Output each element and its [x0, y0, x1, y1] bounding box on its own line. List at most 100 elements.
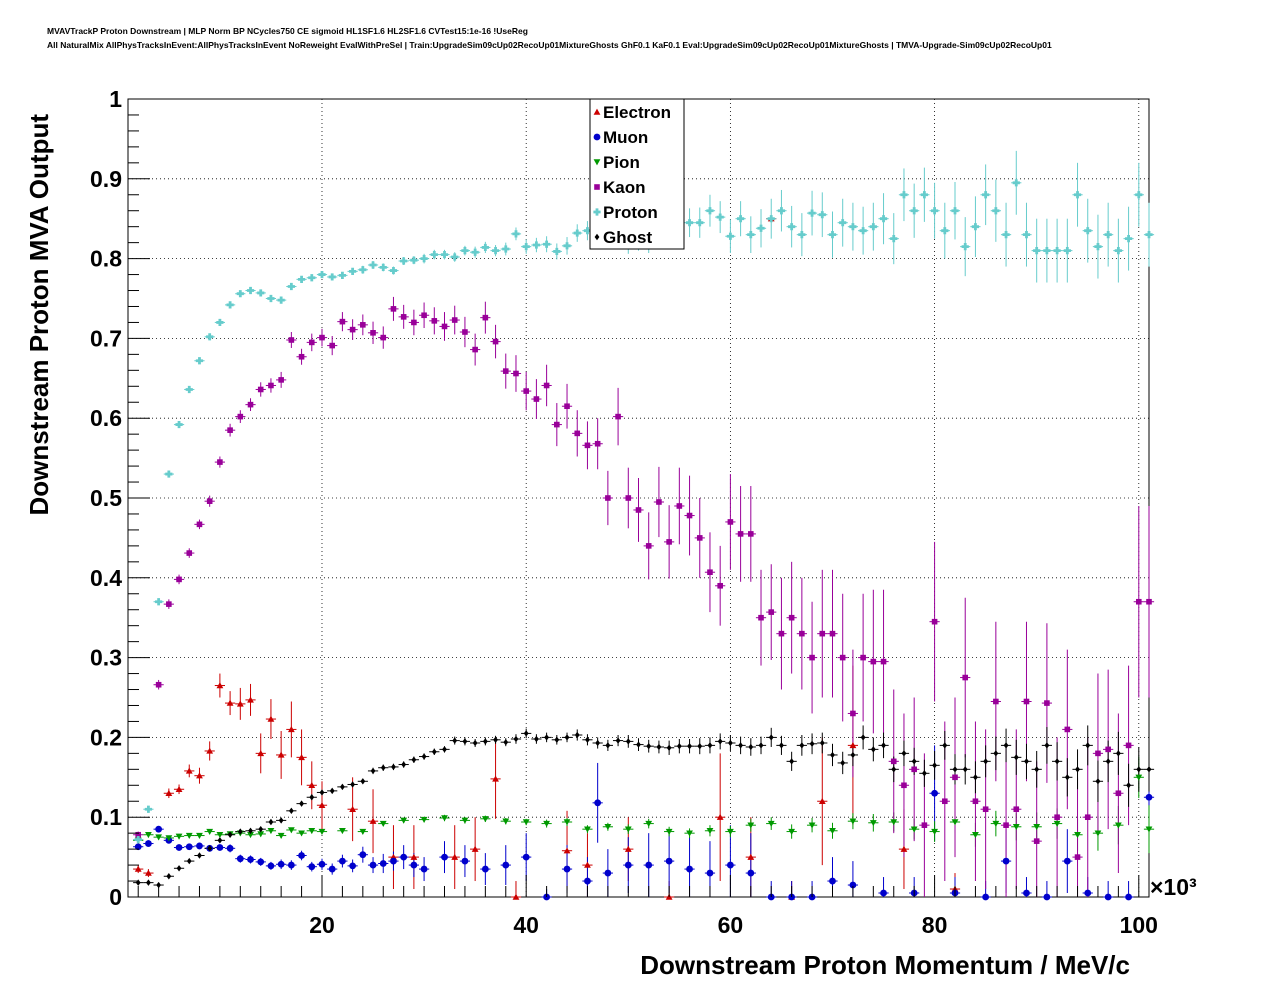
- kaon-point: [523, 388, 529, 394]
- proton-point: [1094, 243, 1102, 251]
- kaon-point: [543, 382, 550, 389]
- proton-point: [481, 243, 489, 252]
- y-tick-label: 0.1: [90, 804, 122, 830]
- legend-marker-kaon: [594, 184, 600, 190]
- muon-point: [390, 857, 397, 865]
- kaon-point: [196, 521, 203, 528]
- ghost-point: [1013, 754, 1019, 761]
- proton-point: [951, 207, 959, 215]
- pion-point: [972, 832, 979, 839]
- kaon-point: [860, 654, 866, 661]
- muon-point: [247, 856, 254, 863]
- proton-point: [226, 301, 234, 309]
- proton-point: [573, 229, 581, 237]
- ghost-point: [186, 857, 192, 865]
- pion-point: [502, 818, 510, 825]
- ghost-point: [544, 734, 550, 741]
- kaon-point: [666, 539, 672, 545]
- muon-point: [441, 853, 448, 861]
- proton-point: [512, 230, 520, 238]
- ghost-point: [564, 734, 570, 741]
- kaon-point: [370, 330, 376, 336]
- pion-point: [420, 816, 428, 823]
- kaon-point: [431, 318, 438, 324]
- legend-label-electron: Electron: [603, 103, 671, 122]
- ghost-point: [534, 735, 539, 743]
- legend-marker-electron: [593, 108, 601, 115]
- pion-point: [849, 818, 857, 825]
- electron-point: [410, 853, 418, 860]
- kaon-point: [778, 630, 785, 637]
- pion-point: [543, 820, 551, 827]
- ghost-point: [850, 751, 856, 759]
- pion-point: [563, 819, 571, 826]
- ghost-point: [1085, 742, 1091, 749]
- proton-point: [696, 219, 704, 227]
- legend-marker-proton: [593, 208, 601, 216]
- kaon-point: [502, 368, 509, 374]
- proton-point: [859, 227, 867, 235]
- x-axis-multiplier: ×10³: [1150, 874, 1197, 900]
- ghost-point: [227, 831, 233, 838]
- electron-point: [236, 700, 244, 707]
- proton-point: [522, 243, 530, 251]
- kaon-point: [942, 798, 948, 805]
- proton-point: [818, 211, 826, 219]
- kaon-point: [788, 614, 795, 621]
- proton-point: [308, 274, 316, 282]
- electron-point: [196, 772, 203, 779]
- kaon-point: [584, 442, 591, 449]
- muon-point: [379, 860, 387, 867]
- muon-point: [461, 857, 469, 865]
- muon-point: [216, 844, 224, 851]
- ghost-point: [197, 852, 202, 859]
- muon-point: [359, 851, 367, 859]
- pion-point: [267, 828, 275, 835]
- kaon-point: [339, 318, 346, 325]
- ghost-point: [309, 794, 315, 801]
- muon-point: [267, 862, 275, 870]
- kaon-point: [686, 512, 693, 519]
- electron-point: [318, 801, 326, 808]
- proton-point: [563, 242, 571, 250]
- ghost-point: [738, 742, 743, 749]
- kaon-point: [1095, 750, 1101, 757]
- kaon-point: [1074, 854, 1081, 860]
- muon-point: [880, 889, 887, 897]
- muon-point: [400, 853, 408, 861]
- ghost-point: [809, 740, 815, 747]
- ghost-point: [207, 845, 213, 852]
- ghost-point: [656, 743, 662, 751]
- pion-point: [808, 822, 816, 829]
- proton-point: [777, 207, 786, 215]
- ghost-point: [779, 742, 784, 749]
- ghost-point: [513, 735, 519, 743]
- pion-point: [686, 830, 693, 837]
- kaon-point: [615, 413, 621, 420]
- proton-point: [1043, 247, 1051, 255]
- pion-point: [175, 833, 183, 840]
- muon-point: [931, 789, 938, 797]
- kaon-point: [462, 329, 468, 335]
- kaon-point: [921, 822, 928, 828]
- ghost-point: [646, 742, 652, 750]
- ghost-point: [503, 738, 509, 746]
- proton-point: [1002, 231, 1010, 239]
- proton-point: [726, 232, 734, 240]
- error-bars: [133, 150, 1155, 898]
- legend-label-muon: Muon: [603, 128, 648, 147]
- ghost-point: [493, 736, 498, 743]
- muon-point: [1145, 793, 1153, 801]
- kaon-point: [390, 306, 397, 312]
- x-tick-label: 80: [922, 912, 948, 938]
- pion-point: [481, 816, 489, 823]
- kaon-point: [186, 550, 193, 556]
- proton-point: [471, 248, 479, 256]
- muon-point: [257, 858, 265, 866]
- kaon-point: [421, 312, 427, 319]
- kaon-point: [727, 519, 734, 525]
- kaon-point: [176, 576, 182, 583]
- electron-point: [165, 789, 173, 796]
- y-tick-label: 0.5: [90, 485, 122, 511]
